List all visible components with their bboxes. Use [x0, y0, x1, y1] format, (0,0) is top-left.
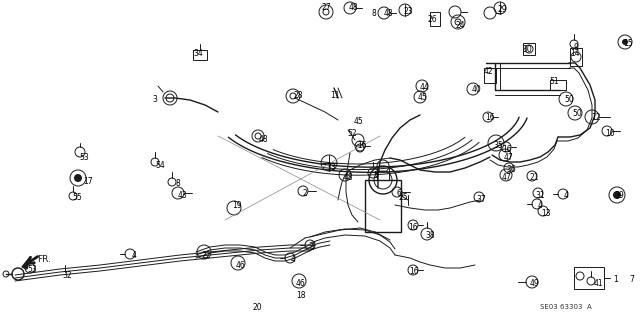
- Circle shape: [613, 191, 621, 199]
- Text: 19: 19: [232, 202, 242, 211]
- Bar: [550, 80, 566, 90]
- Circle shape: [74, 174, 82, 182]
- Text: 2: 2: [303, 189, 307, 198]
- Bar: [377, 166, 389, 180]
- Text: 16: 16: [502, 145, 512, 153]
- Text: 42: 42: [483, 68, 493, 77]
- Text: 54: 54: [155, 161, 165, 170]
- Text: 39: 39: [614, 191, 624, 201]
- Text: 31: 31: [535, 190, 545, 199]
- Text: 24: 24: [455, 20, 465, 29]
- Text: 35: 35: [493, 140, 503, 150]
- Text: 11: 11: [330, 91, 340, 100]
- Text: 23: 23: [403, 8, 413, 17]
- Circle shape: [622, 39, 628, 45]
- Text: 9: 9: [573, 42, 579, 51]
- Text: 4: 4: [310, 242, 314, 251]
- Text: 43: 43: [177, 190, 187, 199]
- Text: 16: 16: [485, 114, 495, 122]
- Text: 29: 29: [497, 5, 507, 14]
- Text: 12: 12: [591, 114, 601, 122]
- Text: 21: 21: [529, 174, 539, 182]
- Text: 4: 4: [291, 256, 296, 264]
- Text: 38: 38: [425, 232, 435, 241]
- Text: 15: 15: [623, 40, 633, 48]
- Text: 10: 10: [605, 129, 615, 137]
- Text: 1: 1: [614, 276, 618, 285]
- Text: 46: 46: [236, 261, 246, 270]
- Text: 47: 47: [502, 174, 512, 182]
- Text: 14: 14: [570, 49, 580, 58]
- Bar: [574, 267, 604, 289]
- Bar: [193, 50, 207, 60]
- Text: SE03 63303  A: SE03 63303 A: [540, 304, 592, 310]
- Text: 49: 49: [529, 279, 539, 288]
- Text: 53: 53: [79, 153, 89, 162]
- Text: 4: 4: [538, 201, 543, 210]
- Text: 40: 40: [471, 85, 481, 93]
- Text: 17: 17: [83, 177, 93, 187]
- Text: 44: 44: [419, 83, 429, 92]
- Text: 8: 8: [175, 180, 180, 189]
- Bar: [484, 68, 496, 83]
- Text: 47: 47: [503, 152, 513, 161]
- Text: 53: 53: [27, 265, 37, 275]
- Text: 5: 5: [374, 170, 378, 180]
- Text: 48: 48: [258, 136, 268, 145]
- Text: 51: 51: [549, 78, 559, 86]
- Text: 36: 36: [506, 165, 516, 174]
- Text: 52: 52: [347, 130, 357, 138]
- Text: 45: 45: [354, 117, 364, 127]
- Text: 7: 7: [630, 276, 634, 285]
- Text: 25: 25: [398, 194, 408, 203]
- Text: 18: 18: [296, 292, 306, 300]
- Bar: [430, 12, 440, 26]
- Text: 27: 27: [321, 3, 331, 11]
- Text: 37: 37: [476, 195, 486, 204]
- Text: 48: 48: [383, 10, 393, 19]
- Text: 16: 16: [409, 268, 419, 277]
- Text: 16: 16: [408, 224, 418, 233]
- Bar: [523, 43, 535, 55]
- Text: 6: 6: [397, 189, 401, 197]
- Text: 34: 34: [193, 49, 203, 58]
- Text: 45: 45: [418, 93, 428, 101]
- Text: 41: 41: [593, 279, 603, 288]
- Text: 30: 30: [522, 46, 532, 55]
- Text: 22: 22: [201, 250, 211, 259]
- Text: 4: 4: [132, 251, 136, 261]
- Text: 48: 48: [343, 174, 353, 182]
- Text: 50: 50: [564, 95, 574, 105]
- Text: 13: 13: [541, 209, 551, 218]
- Text: 32: 32: [62, 271, 72, 279]
- Text: 26: 26: [427, 16, 437, 25]
- Bar: [570, 48, 582, 66]
- Polygon shape: [22, 257, 30, 269]
- Text: 33: 33: [326, 162, 336, 172]
- Text: FR.: FR.: [37, 255, 51, 263]
- Text: 4: 4: [564, 191, 568, 201]
- Text: 46: 46: [296, 279, 306, 288]
- Text: 48: 48: [348, 4, 358, 12]
- Text: 3: 3: [152, 95, 157, 105]
- Text: 55: 55: [72, 194, 82, 203]
- Text: 8: 8: [372, 10, 376, 19]
- Bar: [365, 180, 401, 232]
- Text: 50: 50: [572, 109, 582, 118]
- Text: 20: 20: [252, 302, 262, 311]
- Text: 16: 16: [357, 142, 367, 151]
- Text: 28: 28: [293, 92, 303, 100]
